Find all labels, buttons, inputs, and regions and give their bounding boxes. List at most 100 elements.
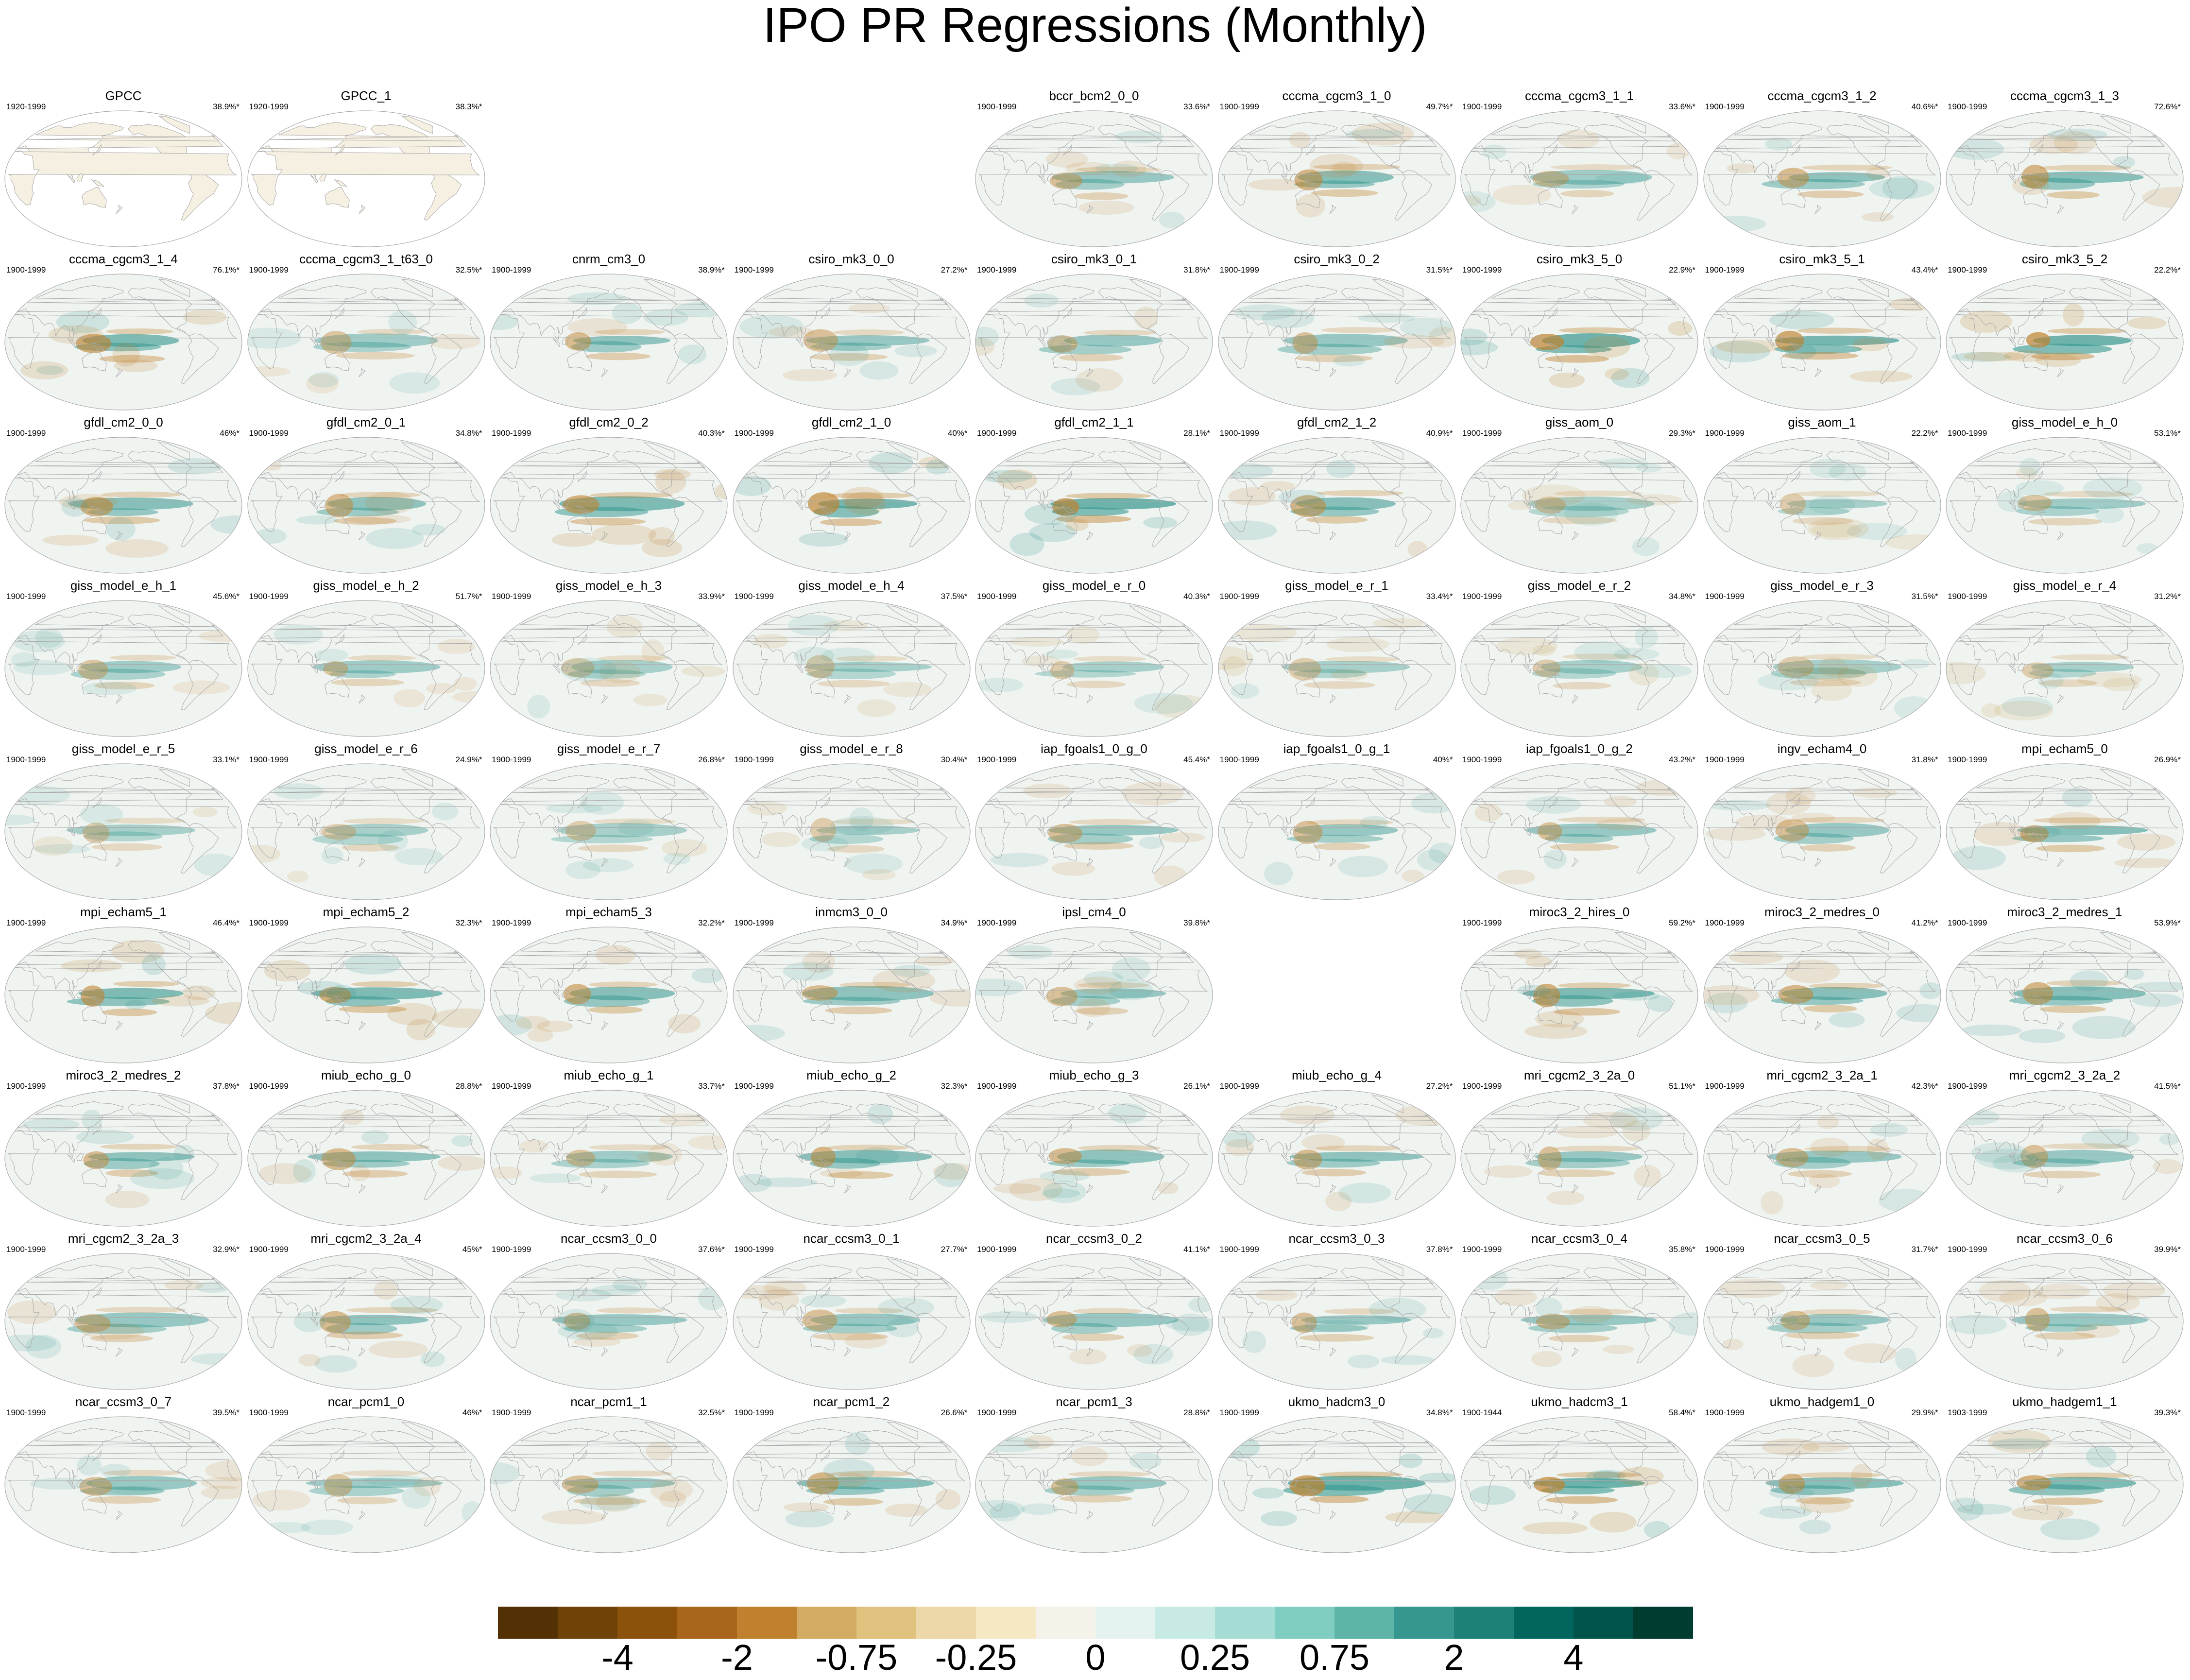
anomaly-blob [1792, 517, 1853, 525]
continent-outline [567, 1003, 592, 1024]
map-ocean-background [1218, 764, 1455, 900]
anomaly-blob [2018, 495, 2052, 511]
anomaly-blob [102, 1008, 157, 1016]
anomaly-blob [390, 1296, 443, 1315]
world-map [1217, 437, 1456, 574]
continent-outline [666, 497, 704, 548]
world-map [732, 763, 971, 900]
continent-outline [1880, 660, 1917, 711]
continent-outline [2122, 823, 2160, 874]
continent-outline [1766, 174, 1774, 184]
map-ocean-background [5, 764, 242, 900]
map-ocean-background [1946, 600, 2183, 737]
continent-outline [613, 450, 678, 499]
continent-outline [1791, 1286, 1800, 1299]
map-panel: gfdl_cm2_1_0 1900-1999 40%* [732, 415, 972, 574]
map-ocean-background [975, 1253, 1213, 1389]
anomaly-blob [1112, 160, 1146, 178]
map-outline [732, 926, 971, 1063]
continent-outline [1473, 611, 1679, 668]
anomaly-blob [1045, 151, 1088, 168]
panel-period: 1900-1999 [1705, 1081, 1745, 1091]
continent-outline [2122, 333, 2160, 384]
anomaly-blob [1532, 179, 1625, 189]
continent-outline [76, 663, 84, 671]
panel-variance-percent: 32.5%* [698, 1408, 725, 1417]
continent-outline [1637, 170, 1675, 221]
map-panel: cccma_cgcm3_1_2 1900-1999 40.6%* [1702, 88, 1942, 248]
anomaly-blob [1707, 800, 1771, 811]
world-map [490, 437, 728, 574]
continent-outline [1463, 477, 1694, 532]
anomaly-blob [1861, 212, 1894, 222]
continent-outline [319, 1479, 326, 1488]
continent-outline [493, 1293, 723, 1348]
world-map [1217, 600, 1456, 737]
continent-outline [1304, 1159, 1318, 1166]
anomaly-blob [1617, 1467, 1664, 1486]
world-map [247, 1090, 485, 1227]
continent-outline [2008, 991, 2017, 1000]
continent-outline [259, 611, 466, 668]
anomaly-blob [1492, 185, 1551, 205]
continent-outline [1329, 531, 1336, 541]
continent-outline [643, 1095, 675, 1114]
continent-outline [795, 1154, 803, 1164]
continent-outline [358, 1021, 365, 1030]
continent-outline [552, 1154, 561, 1164]
anomaly-blob [1546, 1190, 1585, 1205]
panel-variance-percent: 26.6%* [941, 1408, 968, 1417]
anomaly-blob [576, 1332, 639, 1340]
continent-outline [401, 279, 433, 297]
anomaly-blob [1610, 1107, 1664, 1131]
continent-outline [1826, 124, 1891, 173]
continent-outline [1826, 777, 1891, 826]
continent-outline [1230, 1101, 1437, 1158]
continent-outline [2099, 1095, 2131, 1114]
anomaly-blob [1065, 493, 1151, 499]
continent-outline [1538, 513, 1563, 534]
panel-period: 1900-1999 [977, 1408, 1017, 1417]
anomaly-blob [298, 1354, 321, 1367]
continent-outline [7, 1456, 238, 1511]
continent-outline [1614, 442, 1646, 461]
continent-outline [1715, 1264, 1922, 1321]
anomaly-blob [2033, 817, 2124, 823]
anomaly-blob [867, 1103, 893, 1125]
continent-outline [1305, 1123, 1315, 1135]
panel-model-name: ncar_ccsm3_0_4 [1531, 1231, 1627, 1246]
anomaly-blob [1286, 835, 1384, 843]
continent-outline [1780, 1166, 1806, 1187]
anomaly-blob [1526, 823, 1657, 837]
anomaly-blob [130, 1168, 195, 1189]
continent-outline [567, 840, 592, 861]
anomaly-blob [1524, 1024, 1588, 1039]
continent-outline [1547, 343, 1561, 350]
world-map [4, 110, 242, 247]
anomaly-blob [592, 1470, 672, 1477]
continent-outline [502, 285, 709, 342]
anomaly-blob [1428, 842, 1455, 864]
continent-outline [988, 448, 1194, 505]
continent-outline [17, 774, 223, 831]
continent-outline [270, 1114, 463, 1121]
anomaly-blob [106, 328, 173, 335]
continent-outline [855, 777, 921, 826]
continent-outline [1958, 1427, 2165, 1484]
anomaly-blob [86, 1476, 197, 1491]
anomaly-blob [1550, 843, 1620, 851]
continent-outline [335, 960, 344, 972]
anomaly-blob [490, 1166, 522, 1179]
anomaly-blob [1535, 1297, 1562, 1318]
anomaly-blob [1564, 502, 1618, 526]
continent-outline [116, 1347, 123, 1357]
map-panel: giss_model_e_r_8 1900-1999 30.4%* [732, 741, 972, 901]
map-outline [247, 926, 485, 1063]
continent-outline [2099, 116, 2131, 134]
continent-outline [1614, 605, 1646, 624]
anomaly-blob [1775, 330, 1804, 351]
anomaly-blob [1051, 1322, 1118, 1334]
continent-outline [424, 333, 462, 384]
continent-outline [1637, 1149, 1675, 1200]
continent-outline [335, 1286, 344, 1299]
